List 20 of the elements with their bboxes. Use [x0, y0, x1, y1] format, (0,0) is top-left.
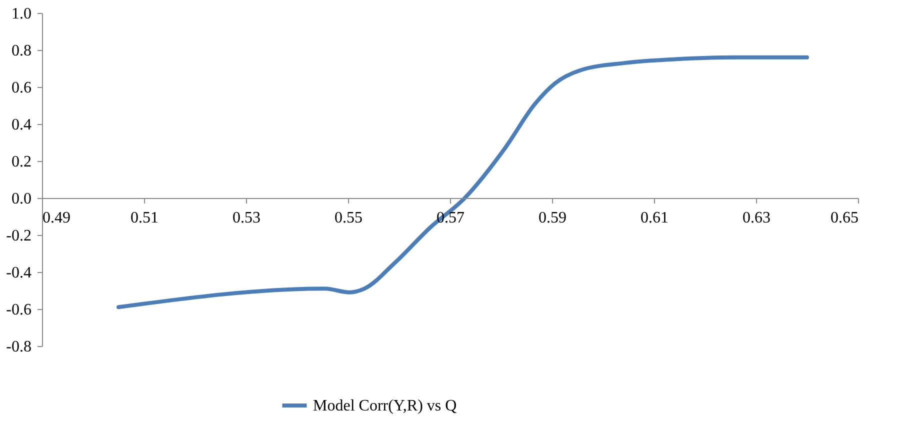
x-tick-label: 0.61 [640, 210, 668, 226]
x-tick-label: 0.55 [334, 210, 362, 226]
legend-label: Model Corr(Y,R) vs Q [313, 398, 458, 414]
y-tick-label: 0.2 [12, 154, 32, 170]
y-tick-label: -0.4 [6, 264, 32, 282]
y-tick-label: 0.4 [12, 116, 32, 134]
x-tick-label: 0.63 [742, 210, 770, 226]
x-tick-label: 0.49 [42, 210, 70, 226]
y-tick-label: 0.0 [12, 190, 32, 208]
y-tick-label: -0.6 [6, 302, 32, 318]
y-tick-label: 0.6 [12, 80, 32, 96]
y-tick-label: 1.0 [12, 6, 32, 22]
x-tick-label: 0.59 [538, 210, 566, 226]
line-series [116, 55, 809, 310]
x-tick-label: 0.65 [830, 210, 858, 226]
y-tick-label: -0.8 [6, 338, 32, 356]
y-tick-label: -0.2 [6, 228, 32, 244]
x-tick-label: 0.51 [130, 210, 158, 226]
y-tick-label: 0.8 [12, 42, 32, 60]
x-tick-label: 0.53 [232, 210, 260, 226]
